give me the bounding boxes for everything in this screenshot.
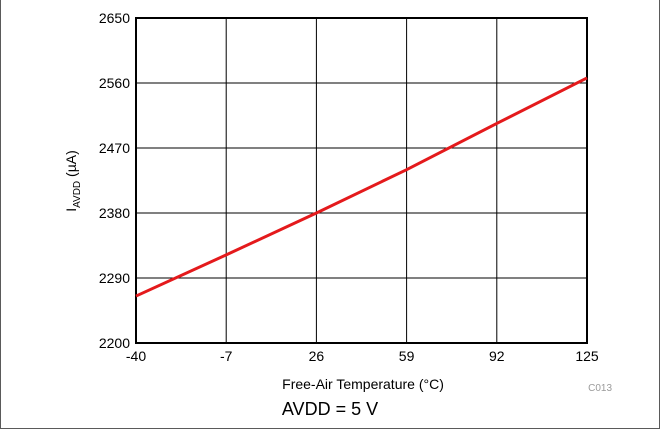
x-axis-title: Free-Air Temperature (°C) [282, 376, 444, 392]
x-tick-label: 92 [489, 348, 505, 364]
y-axis-tick-labels: 2200 2290 2380 2470 2560 2650 [99, 10, 130, 351]
x-axis-tick-labels: -40 -7 26 59 92 125 [126, 348, 599, 364]
y-tick-label: 2650 [99, 10, 130, 26]
y-tick-label: 2560 [99, 75, 130, 91]
figure-caption: AVDD = 5 V [281, 399, 379, 419]
chart: -40 -7 26 59 92 125 220022902380247025602650 … [63, 10, 612, 394]
grid-lines [135, 17, 588, 344]
y-axis-title-main: I [63, 208, 79, 212]
x-tick-label: -40 [126, 348, 146, 364]
y-axis-title-unit: (µA) [63, 150, 79, 181]
plot-area [135, 17, 588, 344]
x-tick-label: 26 [309, 348, 325, 364]
y-tick-label: 2470 [99, 140, 130, 156]
y-axis-title: IAVDD (µA) [63, 150, 83, 212]
series-line [135, 76, 588, 298]
series-layer [135, 76, 588, 298]
figure-code: C013 [588, 383, 612, 394]
x-tick-label: -7 [220, 348, 233, 364]
x-tick-label: 125 [575, 348, 599, 364]
y-tick-label: 2200 [99, 335, 130, 351]
y-tick-label: 2290 [99, 270, 130, 286]
y-tick-label: 2380 [99, 205, 130, 221]
y-axis-title-subscript: AVDD [72, 181, 83, 208]
x-tick-label: 59 [399, 348, 415, 364]
